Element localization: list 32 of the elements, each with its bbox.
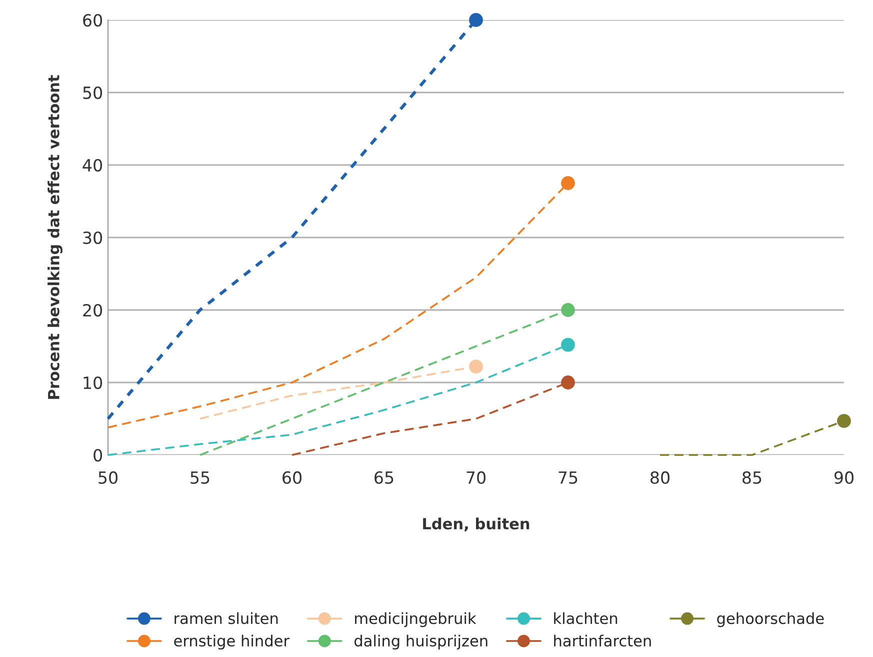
point — [837, 414, 851, 428]
x-tick-label: 75 — [558, 471, 578, 484]
point — [469, 360, 483, 374]
y-tick-label: 20 — [83, 304, 102, 317]
legend-label: medicijngebruik — [355, 612, 476, 628]
x-tick-label: 70 — [466, 471, 486, 484]
x-tick-label: 80 — [650, 471, 670, 484]
x-axis-title: Lden, buiten — [423, 518, 530, 532]
legend-label: klachten — [554, 612, 618, 624]
y-axis-title: Procent bevolking dat effect vertoont — [48, 75, 62, 399]
x-tick-label: 55 — [190, 471, 210, 484]
point — [561, 303, 575, 317]
y-tick-label: 40 — [82, 158, 102, 172]
x-tick-label: 60 — [282, 471, 302, 484]
legend-label: gehoorschade — [717, 612, 824, 628]
legend-label: ramen sluiten — [174, 612, 278, 624]
legend-label: ernstige hinder — [174, 634, 290, 650]
y-tick-label: 0 — [94, 448, 102, 462]
x-tick-label: 65 — [374, 471, 394, 484]
y-tick-label: 10 — [84, 376, 102, 390]
point — [561, 176, 575, 190]
y-tick-label: 30 — [83, 231, 102, 244]
legend-label: hartinfarcten — [554, 634, 651, 647]
point — [561, 338, 575, 352]
point — [469, 13, 483, 27]
x-tick-label: 85 — [742, 471, 762, 484]
y-tick-label: 50 — [83, 86, 102, 100]
x-tick-label: 50 — [98, 471, 118, 484]
y-tick-label: 60 — [83, 14, 102, 27]
x-tick-label: 90 — [834, 471, 854, 484]
legend-label: daling huisprijzen — [354, 634, 488, 650]
point — [561, 376, 575, 390]
